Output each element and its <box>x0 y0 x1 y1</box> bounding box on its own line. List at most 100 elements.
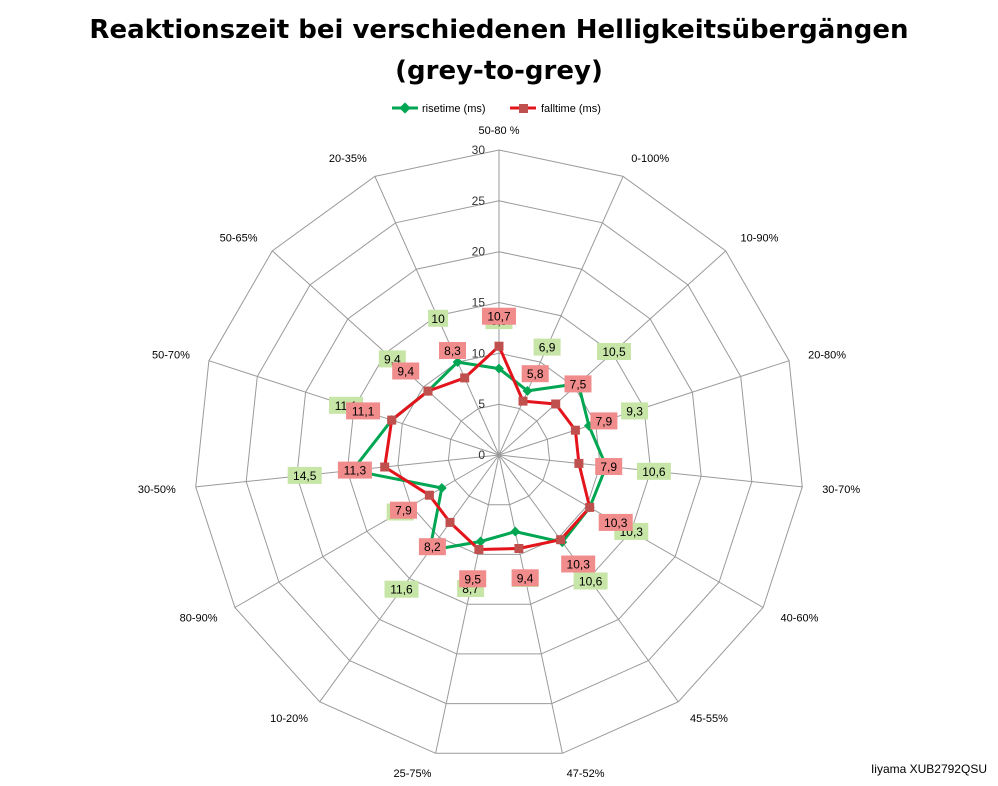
data-label-bg-falltime <box>482 307 516 325</box>
series-lines <box>347 341 612 556</box>
category-label: 30-50% <box>138 484 176 496</box>
data-label-bg-risetime <box>597 343 631 360</box>
category-label: 40-60% <box>781 613 819 625</box>
chart-title-line2: (grey-to-grey) <box>395 56 603 86</box>
tick-label: 5 <box>478 397 485 411</box>
grid-ring <box>195 149 803 754</box>
data-label-falltime: 5,8 <box>527 367 544 381</box>
legend-label-falltime: falltime (ms) <box>541 103 601 115</box>
tick-label: 25 <box>472 194 486 208</box>
legend-item-risetime: risetime (ms) <box>392 102 486 115</box>
data-point-falltime <box>518 396 528 406</box>
data-label-falltime: 10,3 <box>604 516 628 530</box>
category-label: 10-90% <box>741 233 779 245</box>
data-point-falltime <box>445 517 455 527</box>
data-label-bg-falltime <box>439 342 466 359</box>
data-point-falltime <box>460 373 470 383</box>
category-label: 20-80% <box>808 350 846 362</box>
data-label-falltime: 8,2 <box>424 540 441 554</box>
axis-spoke <box>498 454 563 754</box>
data-label-risetime: 10 <box>431 312 445 326</box>
watermark: Iiyama XUB2792QSU <box>871 762 987 776</box>
data-label-falltime: 11,1 <box>352 404 375 418</box>
data-label-risetime: 11,6 <box>390 583 413 597</box>
data-point-falltime <box>494 341 504 351</box>
tick-labels: 0 5 10 15 20 25 30 <box>472 143 486 462</box>
category-label: 20-35% <box>329 153 367 165</box>
data-point-risetime <box>436 483 447 493</box>
data-label-bg-risetime <box>384 580 419 598</box>
data-label-bg-falltime <box>595 458 623 475</box>
legend-label-risetime: risetime (ms) <box>422 103 486 115</box>
grid-ring <box>447 403 551 506</box>
data-label-risetime: 9,3 <box>626 404 643 418</box>
data-labels: 8,56,910,59,310,610,310,67,78,711,66,514… <box>287 307 671 598</box>
data-label-bg-risetime <box>636 462 671 480</box>
category-label: 10-20% <box>270 713 308 725</box>
axis-spoke <box>435 454 500 754</box>
data-label-falltime: 7,9 <box>395 504 412 518</box>
tick-label: 10 <box>472 346 486 360</box>
data-label-bg-falltime <box>598 513 633 531</box>
tick-label: 15 <box>472 296 486 310</box>
data-point-falltime <box>380 462 390 472</box>
data-point-risetime <box>522 385 533 396</box>
data-point-risetime <box>494 363 504 374</box>
data-label-bg-falltime <box>418 538 446 556</box>
axis-spoke <box>319 454 500 703</box>
data-label-bg-falltime <box>561 555 596 573</box>
category-label: 50-80 % <box>479 125 520 137</box>
data-label-falltime: 9,4 <box>397 365 414 379</box>
category-label: 30-70% <box>822 484 860 496</box>
data-point-risetime <box>475 536 486 547</box>
grid-ring <box>296 251 702 655</box>
data-point-falltime <box>570 425 580 435</box>
data-label-risetime: 14,5 <box>293 469 317 483</box>
data-point-falltime <box>423 386 433 396</box>
data-label-bg-risetime <box>287 466 322 484</box>
data-label-bg-falltime <box>337 461 372 479</box>
tick-label: 30 <box>472 143 486 157</box>
category-label: 0-100% <box>631 153 669 165</box>
legend-marker-risetime <box>399 102 411 114</box>
tick-label: 20 <box>472 245 486 259</box>
data-point-falltime <box>556 535 566 545</box>
data-label-falltime: 11,3 <box>344 464 367 478</box>
data-label-risetime: 10,6 <box>642 465 666 479</box>
data-point-falltime <box>585 502 595 512</box>
category-label: 25-75% <box>393 768 431 780</box>
data-point-falltime <box>551 399 561 409</box>
legend: risetime (ms) falltime (ms) <box>392 102 601 115</box>
data-point-falltime <box>514 544 524 553</box>
axis-spoke <box>498 176 624 456</box>
category-label: 80-90% <box>180 613 218 625</box>
data-label-falltime: 8,3 <box>444 344 461 358</box>
data-label-bg-falltime <box>392 362 420 380</box>
legend-item-falltime: falltime (ms) <box>510 103 601 115</box>
chart-title-line1: Reaktionszeit bei verschiedenen Helligke… <box>89 15 908 45</box>
data-point-falltime <box>424 490 434 500</box>
category-label: 50-65% <box>220 233 258 245</box>
data-label-bg-risetime <box>533 338 561 356</box>
data-point-falltime <box>387 415 397 425</box>
data-label-bg-falltime <box>521 365 549 383</box>
data-label-falltime: 10,3 <box>567 558 591 572</box>
category-label: 45-55% <box>690 713 728 725</box>
data-label-risetime: 6,9 <box>539 341 556 355</box>
data-point-falltime <box>474 545 484 554</box>
data-label-falltime: 7,9 <box>600 460 617 474</box>
axis-spoke <box>234 454 500 608</box>
category-labels: 50-80 % 0-100% 10-90% 20-80% 30-70% 40-60% 45-… <box>138 125 860 780</box>
category-label: 50-70% <box>152 350 190 362</box>
grid-ring <box>245 200 753 705</box>
legend-marker-falltime <box>519 104 528 113</box>
data-label-bg-risetime <box>573 572 608 590</box>
data-label-bg-falltime <box>459 570 487 588</box>
data-label-bg-falltime <box>564 375 592 393</box>
category-label: 47-52% <box>567 768 605 780</box>
data-label-risetime: 10,5 <box>602 345 626 359</box>
data-point-risetime <box>452 357 463 368</box>
data-label-falltime: 9,5 <box>464 572 481 586</box>
series-line-falltime <box>383 344 592 551</box>
